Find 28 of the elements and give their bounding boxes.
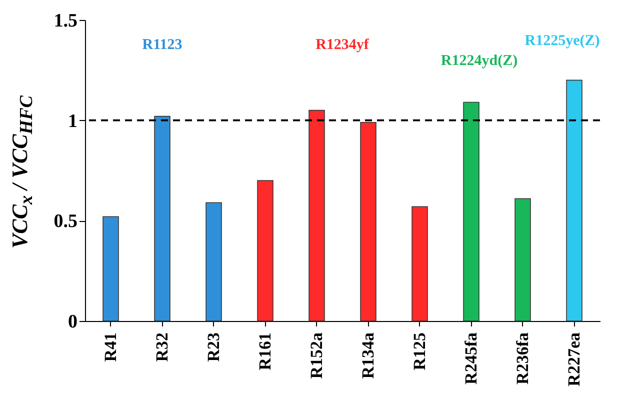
x-tick-label: R125 [410,332,429,370]
x-tick-label: R245fa [461,332,480,384]
annotation: R1224yd(Z) [440,53,518,70]
x-tick-label: R227ea [564,332,584,386]
x-tick-label: R152a [306,332,326,379]
x-tick-label: R32 [152,332,172,362]
bar [566,80,582,322]
bar [412,206,428,322]
x-tick-label: R41 [100,332,120,362]
bar [463,102,480,322]
bar [514,198,531,322]
y-tick-label: 0 [68,312,78,332]
bar [360,122,376,322]
annotation: R1234yf [316,37,370,54]
x-tick-label: R161 [255,332,274,370]
bar [206,202,222,322]
annotation: R1225ye(Z) [524,33,600,50]
bar [102,216,119,322]
x-tick-label: R134a [358,332,378,379]
y-tick-label: 0.5 [54,211,78,232]
x-tick-label: R23 [204,332,223,362]
bar [308,110,325,322]
x-tick-label: R236fa [512,332,532,384]
annotation: R1123 [142,37,182,54]
bar [154,116,170,322]
y-tick-label: 1.5 [54,10,78,32]
y-tick-label: 1 [68,110,78,132]
bar [257,180,274,322]
